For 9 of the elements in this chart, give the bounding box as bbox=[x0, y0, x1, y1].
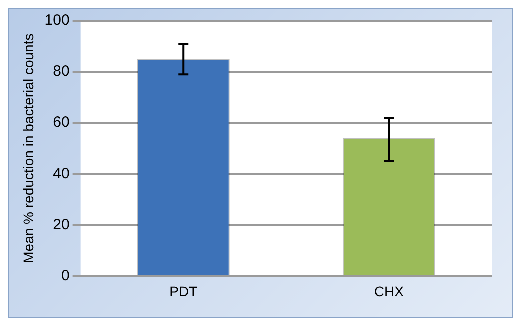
y-tick-label: 60 bbox=[53, 114, 70, 132]
x-tick-label: CHX bbox=[374, 283, 405, 300]
y-tick-label: 80 bbox=[53, 63, 70, 80]
y-tick-label: 40 bbox=[53, 165, 70, 182]
y-tick-label: 0 bbox=[61, 267, 70, 284]
x-tick-label: PDT bbox=[170, 283, 198, 300]
y-tick-label: 100 bbox=[44, 12, 70, 30]
y-tick-label: 20 bbox=[53, 216, 70, 234]
y-axis-title: Mean % reduction in bacterial counts bbox=[20, 34, 36, 264]
